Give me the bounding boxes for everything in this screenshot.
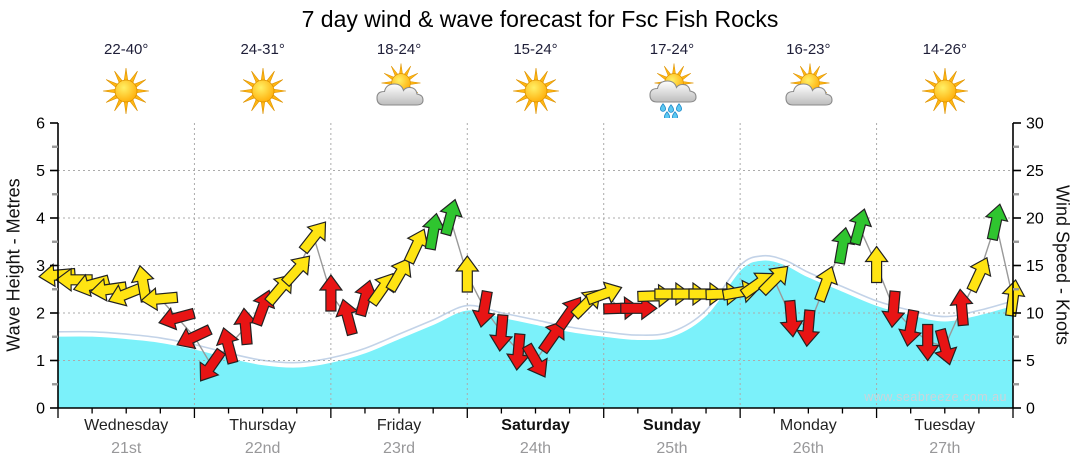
wind-arrow-green — [439, 198, 463, 237]
wind-arrow-red — [158, 306, 196, 331]
wind-arrow-yellow — [966, 256, 992, 294]
wind-arrow-yellow — [140, 286, 179, 312]
y-axis-label-wave-height: Wave Height - Metres — [3, 178, 24, 352]
wind-arrow-green — [984, 203, 1009, 242]
cloud-glyph — [785, 83, 833, 106]
temperature-range: 22-40° — [104, 41, 149, 58]
temperature-range: 24-31° — [240, 41, 285, 58]
wind-arrow-red — [933, 327, 958, 366]
wind-arrow-red — [318, 273, 344, 312]
wind-arrow-yellow — [585, 281, 623, 306]
temperature-range: 17-24° — [649, 41, 695, 58]
sun-glyph — [103, 67, 150, 115]
sun-rays — [921, 67, 968, 115]
wave-axis-tick-label: 6 — [36, 116, 45, 133]
sun-disc — [524, 79, 547, 103]
wind-axis-tick-label: 25 — [1026, 163, 1044, 180]
wind-arrow-red — [471, 289, 496, 329]
wind-arrow-yellow — [864, 245, 889, 284]
sun-rays — [512, 67, 559, 115]
wind-arrow-red — [915, 323, 940, 362]
wind-arrow-yellow — [385, 257, 412, 294]
sun-cloud-icon — [782, 62, 834, 118]
wind-arrow-yellow — [280, 255, 311, 288]
wind-arrow-red — [215, 326, 240, 365]
wind-axis-tick-label: 15 — [1026, 258, 1044, 275]
sun-rays — [239, 67, 286, 115]
wave-height-area — [58, 258, 1013, 408]
sun-disc — [933, 79, 957, 103]
wind-arrow-red — [488, 313, 514, 352]
sun-disc — [114, 79, 138, 103]
sun-glyph — [921, 67, 968, 115]
wind-axis-tick-label: 30 — [1026, 116, 1044, 133]
wave-axis-tick-label: 3 — [36, 258, 45, 275]
temperature-range: 16-23° — [786, 41, 831, 58]
wind-arrow-green — [831, 226, 856, 265]
wind-axis-tick-label: 10 — [1026, 306, 1044, 323]
sun-icon — [100, 62, 152, 118]
wind-arrow-red — [537, 320, 565, 355]
rain-drop — [675, 103, 682, 112]
sun-glyph — [512, 67, 559, 115]
wind-arrow-yellow — [89, 277, 128, 302]
wind-arrow-red — [779, 299, 804, 338]
wind-arrow-yellow — [72, 273, 111, 298]
chart-title: 7 day wind & wave forecast for Fsc Fish … — [301, 6, 779, 32]
sun-icon — [919, 62, 971, 118]
rain-drop — [667, 104, 674, 113]
wind-arrow-yellow — [814, 265, 839, 303]
temperature-range: 14-26° — [922, 41, 967, 58]
temperature-range: 15-24° — [513, 41, 558, 58]
wind-arrow-yellow — [757, 265, 789, 297]
sun-glyph — [239, 67, 286, 115]
wind-arrow-red — [521, 342, 548, 378]
wind-arrow-green — [848, 208, 873, 246]
wave-axis-tick-label: 5 — [36, 163, 45, 180]
wind-axis-tick-label: 0 — [1026, 401, 1035, 418]
temperature-range: 18-24° — [376, 41, 422, 58]
sun-disc — [251, 79, 275, 103]
sun-icon — [237, 62, 289, 118]
y-axis-label-wind-speed: Wind Speed - Knots — [1052, 184, 1073, 346]
cloud-glyph — [376, 83, 424, 106]
wind-arrow-yellow — [298, 221, 327, 255]
wave-axis-tick-label: 2 — [36, 306, 45, 323]
wind-arrow-red — [199, 347, 227, 382]
wind-axis-tick-label: 20 — [1026, 211, 1044, 228]
seabreeze-watermark: www.seabreeze.com.au — [863, 390, 1007, 404]
sun-rays — [103, 67, 150, 115]
cloud-glyph — [649, 80, 697, 103]
wave-axis-tick-label: 4 — [36, 211, 45, 228]
wave-axis-tick-label: 0 — [36, 401, 45, 418]
wind-arrow-yellow — [367, 272, 394, 307]
wind-arrow-red — [881, 290, 906, 329]
rain-shower-icon — [646, 62, 698, 120]
sun-cloud-icon — [373, 62, 425, 118]
wave-axis-tick-label: 1 — [36, 353, 45, 370]
wind-axis-tick-label: 5 — [1026, 353, 1035, 370]
wind-arrow-red — [176, 324, 213, 350]
wind-arrow-red — [949, 288, 974, 327]
rain-drop — [659, 103, 666, 112]
wind-arrow-red — [898, 308, 923, 348]
wind-arrow-red — [795, 309, 821, 348]
sun-icon — [510, 62, 562, 118]
wind-arrow-yellow — [455, 254, 480, 293]
